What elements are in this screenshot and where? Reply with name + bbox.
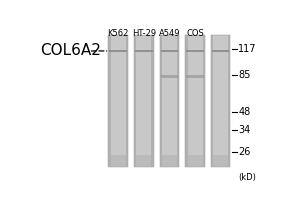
Text: K562: K562: [108, 29, 129, 38]
Bar: [177, 35, 179, 167]
Text: A549: A549: [159, 29, 180, 38]
Bar: [186, 75, 204, 78]
Bar: [185, 155, 205, 167]
Bar: [160, 50, 178, 52]
Bar: [108, 35, 128, 167]
Text: 117: 117: [238, 44, 256, 54]
Bar: [212, 50, 230, 52]
Bar: [185, 35, 188, 167]
Text: HT-29: HT-29: [132, 29, 156, 38]
Text: 48: 48: [238, 107, 250, 117]
Bar: [135, 50, 153, 52]
Bar: [108, 35, 111, 167]
Bar: [202, 35, 205, 167]
Text: 26: 26: [238, 147, 250, 157]
Bar: [160, 35, 162, 167]
Bar: [126, 35, 128, 167]
Bar: [228, 35, 230, 167]
Text: 34: 34: [238, 125, 250, 135]
Bar: [134, 35, 154, 167]
Text: 85: 85: [238, 70, 250, 80]
Bar: [134, 35, 136, 167]
Bar: [110, 50, 127, 52]
Bar: [160, 35, 179, 167]
Bar: [108, 155, 128, 167]
Text: COS: COS: [186, 29, 204, 38]
Bar: [160, 75, 178, 78]
Text: COL6A2: COL6A2: [40, 43, 101, 58]
Bar: [211, 35, 213, 167]
Bar: [211, 155, 230, 167]
Bar: [185, 35, 205, 167]
Bar: [186, 50, 204, 52]
Bar: [160, 155, 179, 167]
Bar: [211, 35, 230, 167]
Text: (kD): (kD): [238, 173, 256, 182]
Bar: [134, 155, 154, 167]
Bar: [152, 35, 154, 167]
